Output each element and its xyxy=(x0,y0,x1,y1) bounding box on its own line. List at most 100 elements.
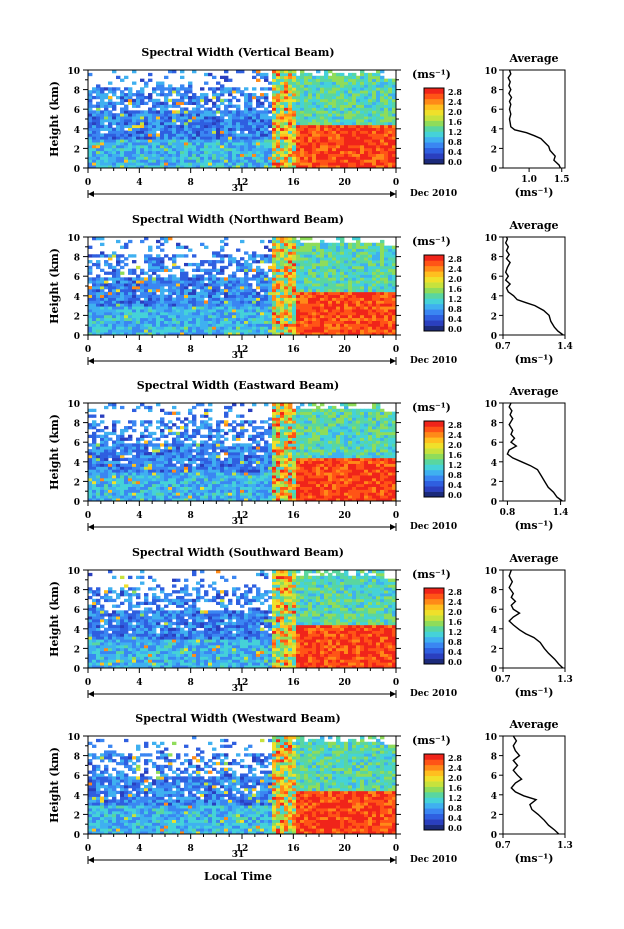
heat-cell xyxy=(116,116,121,120)
heat-cell xyxy=(280,294,285,298)
heat-cell xyxy=(300,72,305,77)
heat-cell xyxy=(236,323,241,327)
heat-cell xyxy=(348,323,353,327)
heat-cell xyxy=(328,306,333,310)
heat-cell xyxy=(304,317,309,321)
heat-cell xyxy=(304,291,309,296)
heat-cell xyxy=(284,130,289,134)
heat-cell xyxy=(272,144,277,149)
heat-cell xyxy=(172,162,177,166)
heat-cell xyxy=(232,153,237,157)
heat-cell xyxy=(296,248,301,252)
heat-cell xyxy=(112,440,117,444)
heat-cell xyxy=(148,423,153,427)
heat-cell xyxy=(384,294,389,298)
heat-cell xyxy=(116,486,121,490)
heat-cell xyxy=(344,326,349,330)
heat-cell xyxy=(156,84,161,88)
heat-cell xyxy=(196,317,201,321)
heat-cell xyxy=(296,291,301,296)
heat-cell xyxy=(100,280,105,284)
heat-cell xyxy=(268,254,273,258)
heat-cell xyxy=(316,314,321,319)
heat-cell xyxy=(320,262,325,267)
heat-cell xyxy=(224,127,229,131)
heat-cell xyxy=(144,300,149,304)
heat-cell xyxy=(296,113,301,117)
heat-cell xyxy=(392,260,397,264)
heat-cell xyxy=(204,268,209,272)
heat-cell xyxy=(288,245,293,249)
heat-cell xyxy=(368,72,373,77)
heat-cell xyxy=(148,260,153,264)
heat-cell xyxy=(368,271,373,275)
heat-cell xyxy=(88,150,93,154)
heat-cell xyxy=(244,271,249,275)
heat-cell xyxy=(180,87,185,91)
heat-cell xyxy=(164,268,169,272)
heat-cell xyxy=(220,288,225,293)
heat-cell xyxy=(124,300,129,304)
heat-cell xyxy=(92,90,97,94)
heat-cell xyxy=(340,242,345,247)
heat-cell xyxy=(296,110,301,114)
heat-cell xyxy=(264,130,269,134)
heat-cell xyxy=(140,434,145,438)
heat-cell xyxy=(228,159,233,163)
heat-cell xyxy=(156,239,161,244)
heat-cell xyxy=(112,329,117,333)
heat-cell xyxy=(392,150,397,154)
heat-cell xyxy=(384,280,389,284)
heat-cell xyxy=(276,87,281,91)
heat-cell xyxy=(340,262,345,267)
heat-cell xyxy=(352,104,357,108)
heat-cell xyxy=(164,311,169,316)
heat-cell xyxy=(284,303,289,307)
heat-cell xyxy=(392,84,397,88)
heat-cell xyxy=(376,70,381,74)
heat-cell xyxy=(248,311,253,316)
heat-cell xyxy=(108,437,113,441)
heat-cell xyxy=(96,297,101,301)
heat-cell xyxy=(332,288,337,293)
heat-cell xyxy=(188,306,193,310)
heat-cell xyxy=(236,150,241,154)
heat-cell xyxy=(324,306,329,310)
heat-cell xyxy=(336,159,341,163)
heat-cell xyxy=(140,303,145,307)
heat-cell xyxy=(92,454,97,459)
heat-cell xyxy=(224,300,229,304)
heat-cell xyxy=(128,156,133,160)
heat-cell xyxy=(192,306,197,310)
heat-cell xyxy=(196,265,201,270)
heat-cell xyxy=(224,323,229,327)
heat-cell xyxy=(256,156,261,160)
colorbar-tick-label: 0.0 xyxy=(448,157,462,167)
heat-cell xyxy=(196,121,201,126)
heat-cell xyxy=(132,93,137,97)
heat-cell xyxy=(204,81,209,85)
heat-cell xyxy=(248,309,253,313)
colorbar-frame xyxy=(423,87,445,165)
heat-cell xyxy=(136,116,141,120)
heat-cell xyxy=(248,98,253,103)
heat-cell xyxy=(100,136,105,140)
heat-cell xyxy=(332,274,337,278)
heat-cell xyxy=(104,162,109,166)
heat-cell xyxy=(388,254,393,258)
heat-cell xyxy=(100,283,105,287)
heat-cell xyxy=(260,72,265,77)
heat-cell xyxy=(384,309,389,313)
heat-cell xyxy=(340,78,345,82)
heat-cell xyxy=(356,87,361,91)
heat-cell xyxy=(300,237,305,241)
heat-cell xyxy=(340,277,345,281)
heat-cell xyxy=(148,434,153,438)
heat-cell xyxy=(140,78,145,82)
heat-cell xyxy=(380,104,385,108)
heat-cell xyxy=(196,116,201,120)
heat-cell xyxy=(156,139,161,143)
heat-cell xyxy=(124,280,129,284)
heat-cell xyxy=(332,72,337,77)
heat-cell xyxy=(364,87,369,91)
